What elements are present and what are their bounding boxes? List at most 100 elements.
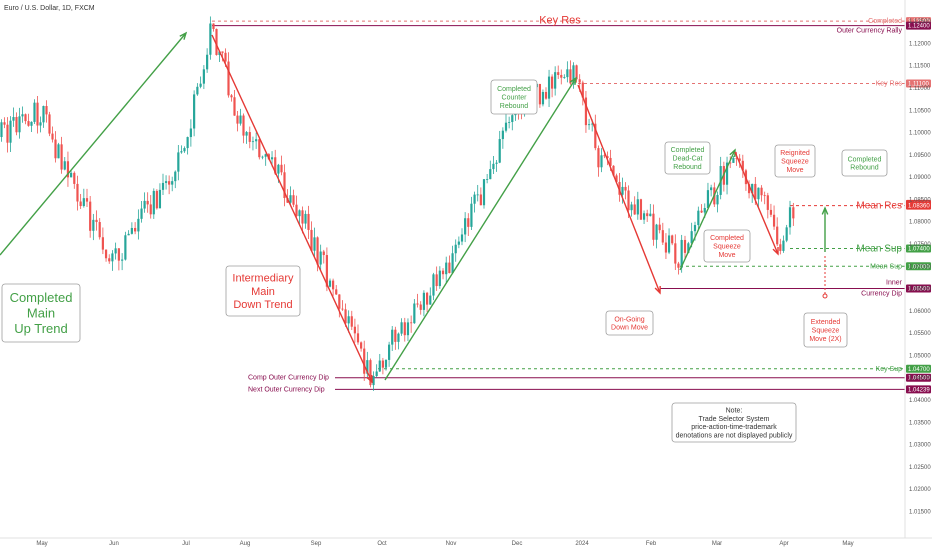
candle-body [21,114,24,117]
annotation-squeeze-text: Move [718,252,735,259]
month-tick-label: Jun [109,541,119,547]
candle-body [152,190,155,215]
annotation-main-up-text: Up Trend [14,321,67,336]
candle-body [140,208,143,219]
candle-body [429,295,432,305]
candle-body [741,160,744,171]
candle-body [202,69,205,84]
candle-body [206,54,209,70]
candle-body [344,309,347,324]
candle-body [687,243,690,253]
candle-body [476,194,479,196]
annotation-note-text: denotations are not displayed publicly [676,433,793,440]
candle-body [612,165,615,176]
price-tag-bg [906,373,931,382]
candle-body [454,244,457,254]
candle-body [341,308,344,310]
annotation-intermediary-down-text: Intermediary [232,273,294,285]
candle-body [18,116,21,133]
candle-body [563,77,566,78]
candle-body [680,239,683,268]
candle-body [186,137,189,149]
candle-body [639,199,643,220]
candle-body [82,198,85,207]
candle-body [85,198,89,202]
annotation-counter-rebound-text: Completed [497,86,531,93]
candle-body [15,117,18,133]
candle-body [566,69,569,78]
month-tick-label: Aug [240,541,251,547]
price-tick-label: 1.03500 [909,420,931,426]
candle-body [435,274,438,287]
annotation-main-up-box [1,283,81,343]
candle-body [239,115,242,124]
price-tick-label: 1.08000 [909,220,931,226]
trend-arrow-squeeze-head [772,246,779,256]
price-tag-bg [906,201,931,210]
month-tick-label: Apr [779,541,788,547]
candle-body [92,219,95,231]
candle-body [624,186,627,191]
candle-body [221,51,224,53]
annotation-main-up-text: Completed [10,290,73,305]
candle-body [772,214,776,227]
candle-body [177,152,180,172]
month-tick-label: May [842,541,853,547]
candle-body [729,162,732,164]
candle-body [776,226,779,245]
candle-body [492,163,495,170]
candle-body [60,144,63,170]
candle-body [350,316,353,327]
price-tag-bg [906,385,931,394]
candle-body [627,190,630,211]
trend-arrow-intermediary-down-head [366,374,373,384]
candle-body [45,106,48,115]
candle-body [498,139,501,163]
candle-body [347,316,350,324]
candle-body [236,115,239,124]
candle-body [560,74,563,78]
candle-body [538,84,541,105]
price-tick-label: 1.06000 [909,309,931,315]
candle-body [769,209,773,215]
candle-body [738,158,741,161]
candle-body [451,253,454,274]
candle-body [325,255,328,287]
candle-body [319,251,322,265]
candle-body [467,218,470,227]
candle-body [161,182,165,190]
candle-body [171,181,174,185]
candle-body [218,51,221,55]
candle-body [473,194,476,204]
trend-arrow-intermediary-down [211,34,373,383]
candle-body [230,95,233,98]
trend-arrow-squeeze [734,151,779,255]
candle-body [710,187,713,191]
candle-body [397,333,400,342]
annotation-note-box [671,402,797,443]
annotation-extended-squeeze-box [803,312,848,348]
candle-body [594,123,597,149]
trend-arrow-dead-cat [679,149,736,271]
price-tick-label: 1.05000 [909,353,931,359]
level-label-next-outer-dip: Next Outer Currency Dip [248,386,325,393]
candle-body [504,122,508,131]
candle-body [677,263,680,268]
candle-body [360,342,363,349]
candle-body [445,262,448,275]
candle-body [482,179,486,206]
candle-body [603,155,606,157]
candle-body [751,183,754,194]
candle-body [609,157,612,166]
price-tag-bg [906,244,931,253]
month-tick-label: Nov [446,541,457,547]
candle-body [258,139,261,158]
candle-body [658,224,661,231]
annotation-dead-cat-text: Completed [671,147,705,154]
candle-body [313,237,316,251]
candle-body [649,213,652,217]
candle-body [338,294,341,309]
candle-body [180,151,183,153]
